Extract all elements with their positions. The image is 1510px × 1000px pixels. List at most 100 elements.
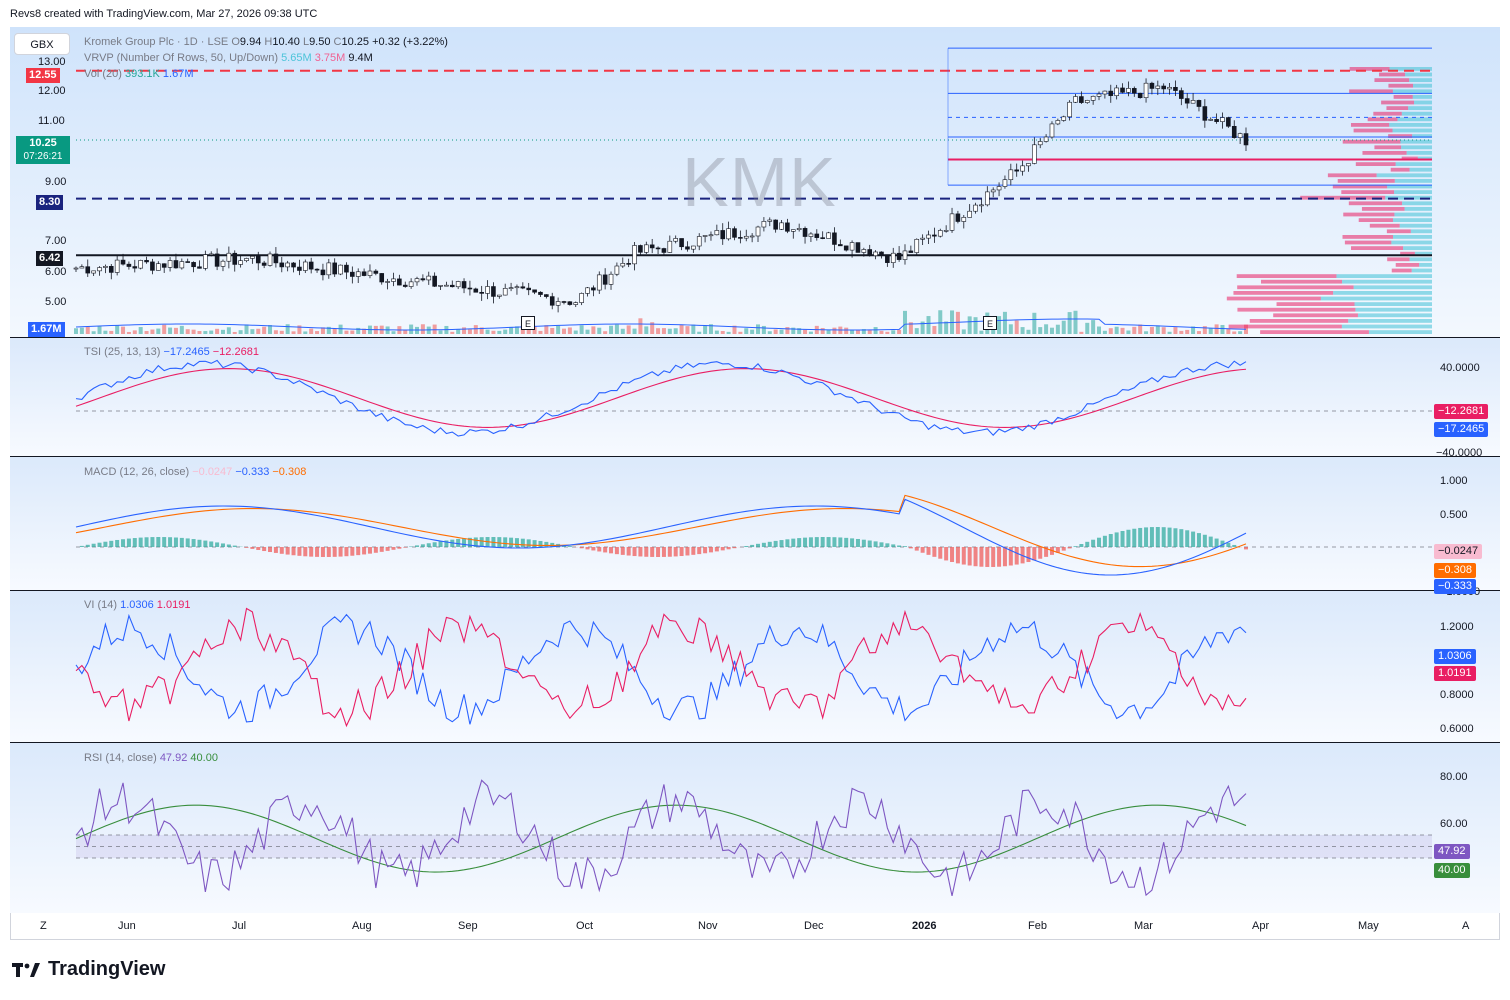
- macd-hist-bar: [1138, 527, 1143, 547]
- candle-body: [638, 245, 643, 253]
- volume-bar: [191, 329, 196, 334]
- macd-hist-bar: [820, 537, 825, 547]
- macd-hist-bar: [244, 547, 249, 548]
- macd-hist-bar: [1061, 547, 1066, 551]
- volume-bar: [138, 327, 143, 334]
- symbol-legend[interactable]: Kromek Group Plc · 1D · LSE O9.94 H10.40…: [84, 36, 448, 48]
- volume-bar: [773, 329, 778, 334]
- macd-legend[interactable]: MACD (12, 26, close) −0.0247 −0.333 −0.3…: [84, 466, 307, 478]
- vrvp-down-row: [1260, 330, 1369, 334]
- currency-button[interactable]: GBX: [14, 33, 70, 55]
- volume-bar: [209, 330, 214, 334]
- macd-hist-bar: [544, 541, 549, 547]
- candle-body: [491, 286, 496, 297]
- macd-hist-bar: [262, 547, 267, 552]
- candle-body: [926, 234, 931, 239]
- volume-bar: [744, 328, 749, 334]
- candle-body: [1061, 116, 1067, 121]
- vrvp-up-row: [1341, 324, 1432, 329]
- volume-bar: [973, 317, 978, 334]
- candle-body: [1049, 123, 1055, 138]
- volume-bar: [673, 328, 678, 334]
- vrvp-up-row: [1348, 319, 1432, 323]
- volume-bar: [644, 326, 649, 334]
- candle-body: [691, 245, 696, 250]
- base-level-tag: 6.42: [36, 251, 64, 266]
- macd-hist-bar: [1008, 547, 1013, 566]
- macd-hist-bar: [138, 537, 143, 547]
- price-tick: 13.00: [38, 56, 66, 68]
- candle-body: [749, 235, 755, 238]
- vrvp-up-row: [1320, 296, 1432, 301]
- candle-body: [937, 230, 943, 237]
- candle-body: [1173, 86, 1178, 91]
- scroll-right-button[interactable]: A: [1462, 920, 1470, 932]
- price-tick: 6.00: [45, 266, 67, 278]
- macd-hist-bar: [779, 540, 784, 547]
- volume-bar: [1073, 310, 1078, 334]
- vrvp-down-row: [1260, 279, 1343, 284]
- symbol-name: Kromek Group Plc · 1D · LSE: [84, 36, 229, 48]
- candle-body: [967, 210, 972, 218]
- vi-legend[interactable]: VI (14) 1.0306 1.0191: [84, 599, 191, 611]
- macd-hist-bar: [926, 547, 931, 555]
- rsi-legend[interactable]: RSI (14, close) 47.92 40.00: [84, 752, 218, 764]
- volume-bar: [732, 325, 737, 334]
- volume-bar: [867, 329, 872, 334]
- volume-bar: [920, 321, 925, 334]
- vi-pane-bg: [10, 591, 1500, 742]
- vrvp-down-row: [1358, 218, 1394, 222]
- candle-body: [932, 234, 937, 237]
- macd-hist-bar: [273, 547, 278, 553]
- volume-bar: [150, 329, 155, 334]
- macd-signal-tag: −0.308: [1434, 563, 1476, 578]
- macd-hist-bar: [844, 537, 849, 547]
- macd-hist-bar: [803, 537, 808, 547]
- volume-bar: [708, 324, 713, 334]
- vrvp-up-row: [1412, 134, 1432, 138]
- earnings-marker[interactable]: E: [983, 316, 997, 330]
- vrvp-down-row: [1353, 128, 1393, 133]
- macd-hist-bar: [85, 544, 90, 547]
- volume-bar: [597, 327, 602, 334]
- earnings-marker[interactable]: E: [521, 316, 535, 330]
- vi-minus-line: [75, 607, 1247, 728]
- macd-hist-bar: [691, 547, 696, 555]
- macd-hist-bar: [315, 547, 320, 557]
- volume-bar: [803, 329, 808, 334]
- vrvp-up-row: [1411, 268, 1432, 273]
- volume-bar: [1044, 324, 1049, 334]
- volume-bar: [1102, 330, 1107, 334]
- attribution: Revs8 created with TradingView.com, Mar …: [10, 8, 318, 20]
- volume-bar: [550, 327, 555, 334]
- macd-hist-bar: [226, 544, 231, 547]
- vrvp-legend[interactable]: VRVP (Number Of Rows, 50, Up/Down) 5.65M…: [84, 52, 373, 64]
- vi-tick: 0.6000: [1440, 723, 1474, 735]
- candle-body: [814, 233, 820, 238]
- volume-bar: [697, 331, 702, 334]
- volume-bar: [1067, 312, 1072, 334]
- volume-bar: [661, 328, 666, 334]
- candle-body: [802, 228, 808, 237]
- macd-hist-bar: [1085, 541, 1090, 547]
- volume-legend[interactable]: Vol (20) 393.1K 1.67M: [84, 68, 194, 80]
- candle-body: [455, 281, 461, 288]
- candle-body: [314, 268, 320, 271]
- volume-bar: [938, 310, 943, 334]
- vrvp-up-row: [1336, 274, 1432, 278]
- vi-tick: 0.8000: [1440, 689, 1474, 701]
- scroll-left-button[interactable]: Z: [40, 920, 47, 932]
- chart-canvas[interactable]: [10, 27, 1500, 940]
- macd-hist-bar: [626, 547, 631, 556]
- tsi-legend[interactable]: TSI (25, 13, 13) −17.2465 −12.2681: [84, 346, 259, 358]
- candle-body: [91, 270, 96, 274]
- macd-hist-bar: [773, 540, 778, 547]
- volume-bar: [1161, 327, 1166, 334]
- price-candles: [73, 78, 1249, 313]
- macd-hist-bar: [1032, 547, 1037, 561]
- vrvp-down-row: [1342, 235, 1394, 239]
- candle-body: [873, 251, 878, 257]
- volume-bar: [691, 324, 696, 334]
- candle-body: [585, 287, 590, 294]
- candle-body: [232, 252, 238, 265]
